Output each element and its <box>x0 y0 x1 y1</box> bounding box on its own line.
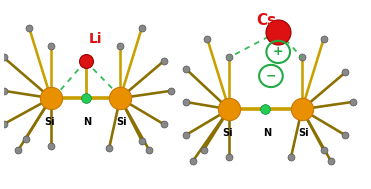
Text: +: + <box>273 45 283 58</box>
Text: Li: Li <box>89 32 103 46</box>
Text: Si: Si <box>222 128 233 138</box>
Text: N: N <box>263 128 271 138</box>
Text: Si: Si <box>44 117 55 127</box>
Text: −: − <box>266 70 276 82</box>
Text: Si: Si <box>116 117 127 127</box>
Text: N: N <box>83 117 91 127</box>
Text: Cs: Cs <box>256 13 276 28</box>
Text: Si: Si <box>298 128 309 138</box>
